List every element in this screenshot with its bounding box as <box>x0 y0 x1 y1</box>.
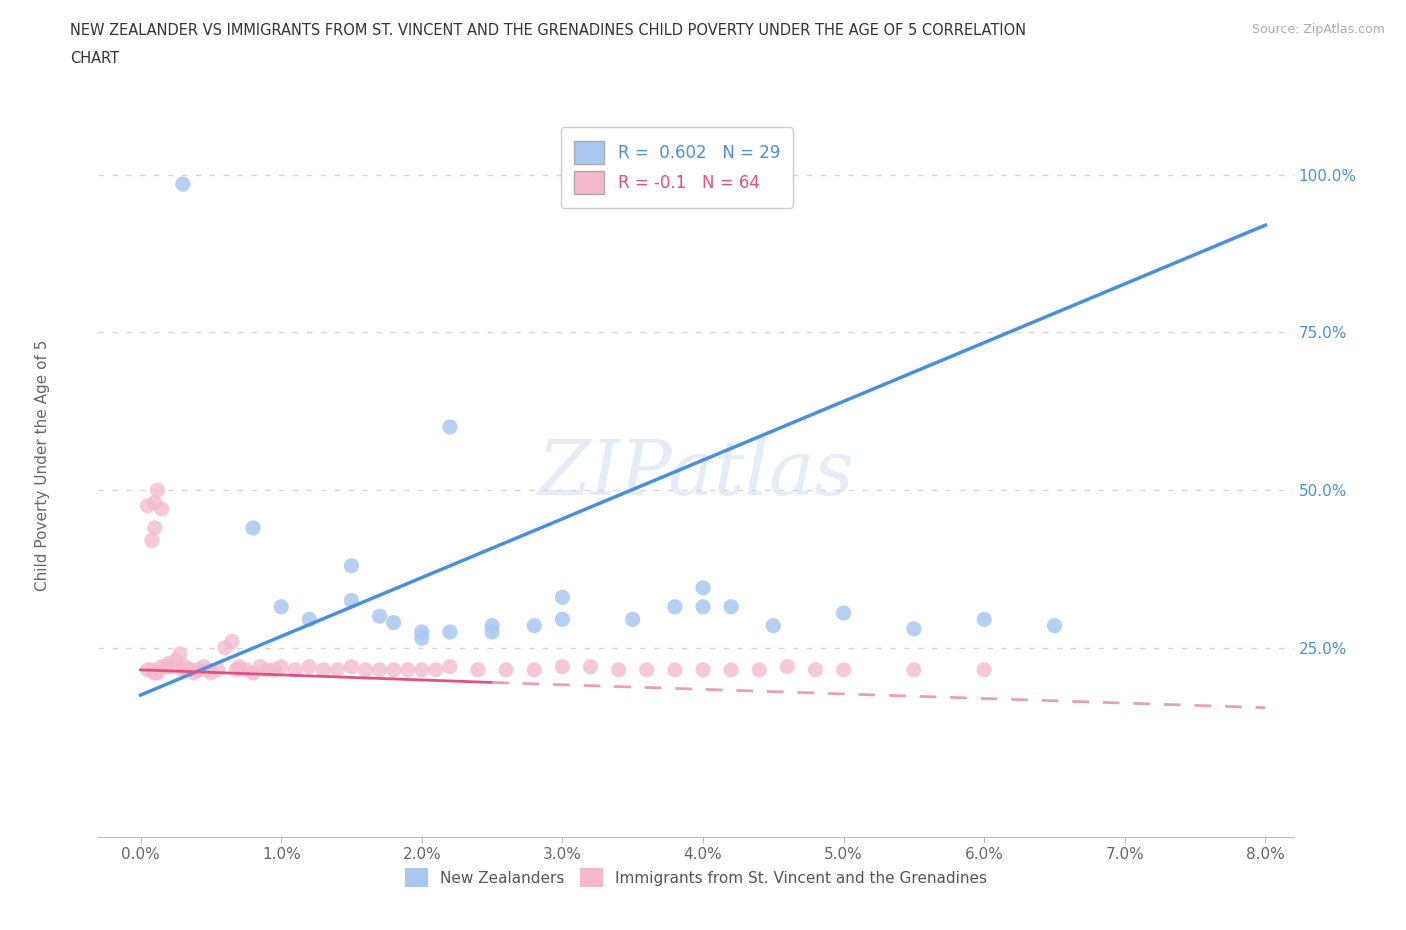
Text: ZIPatlas: ZIPatlas <box>537 437 855 512</box>
Point <box>720 599 742 614</box>
Point <box>551 590 574 604</box>
Point <box>172 662 194 677</box>
Point <box>973 662 995 677</box>
Point <box>340 558 363 573</box>
Point <box>157 656 180 671</box>
Point <box>214 641 236 656</box>
Point <box>207 662 229 677</box>
Point <box>298 659 321 674</box>
Point <box>298 612 321 627</box>
Point <box>832 662 855 677</box>
Point <box>973 612 995 627</box>
Text: NEW ZEALANDER VS IMMIGRANTS FROM ST. VINCENT AND THE GRENADINES CHILD POVERTY UN: NEW ZEALANDER VS IMMIGRANTS FROM ST. VIN… <box>70 23 1026 38</box>
Text: CHART: CHART <box>70 51 120 66</box>
Point <box>579 659 602 674</box>
Point <box>136 498 159 513</box>
Point <box>776 659 799 674</box>
Point <box>150 659 173 674</box>
Point <box>188 662 211 677</box>
Point <box>368 609 391 624</box>
Point <box>235 662 257 677</box>
Point <box>270 659 292 674</box>
Point <box>179 662 201 677</box>
Point <box>228 659 250 674</box>
Point <box>396 662 419 677</box>
Point <box>1043 618 1066 633</box>
Point <box>903 621 925 636</box>
Point <box>249 659 271 674</box>
Point <box>146 666 169 681</box>
Point <box>172 177 194 192</box>
Point <box>270 599 292 614</box>
Point <box>160 659 183 674</box>
Point <box>664 662 686 677</box>
Point <box>242 666 264 681</box>
Point <box>150 501 173 516</box>
Point <box>165 653 187 668</box>
Point <box>368 662 391 677</box>
Text: Source: ZipAtlas.com: Source: ZipAtlas.com <box>1251 23 1385 36</box>
Point <box>143 521 166 536</box>
Point <box>340 593 363 608</box>
Point <box>692 580 714 595</box>
Point <box>411 662 433 677</box>
Point <box>467 662 489 677</box>
Point <box>551 659 574 674</box>
Point <box>607 662 630 677</box>
Point <box>263 662 285 677</box>
Point <box>720 662 742 677</box>
Point <box>326 662 349 677</box>
Point <box>523 662 546 677</box>
Point <box>169 646 191 661</box>
Point <box>354 662 377 677</box>
Point <box>439 659 461 674</box>
Point <box>312 662 335 677</box>
Point <box>221 634 243 649</box>
Point <box>136 662 159 677</box>
Point <box>551 612 574 627</box>
Point <box>425 662 447 677</box>
Point <box>804 662 827 677</box>
Point <box>692 599 714 614</box>
Point <box>411 631 433 645</box>
Point <box>621 612 644 627</box>
Point <box>242 521 264 536</box>
Point <box>256 662 278 677</box>
Point <box>495 662 517 677</box>
Point <box>903 662 925 677</box>
Point <box>146 483 169 498</box>
Text: Child Poverty Under the Age of 5: Child Poverty Under the Age of 5 <box>35 339 49 591</box>
Point <box>664 599 686 614</box>
Point <box>481 618 503 633</box>
Point <box>200 666 222 681</box>
Point <box>748 662 770 677</box>
Point <box>636 662 658 677</box>
Point <box>197 662 219 677</box>
Point <box>225 662 247 677</box>
Point <box>193 659 215 674</box>
Point <box>832 605 855 620</box>
Point <box>186 662 208 677</box>
Point <box>411 625 433 640</box>
Point <box>183 666 205 681</box>
Point <box>692 662 714 677</box>
Point <box>143 496 166 511</box>
Point <box>439 625 461 640</box>
Point <box>382 662 405 677</box>
Point <box>143 666 166 681</box>
Point <box>439 419 461 434</box>
Point <box>174 659 197 674</box>
Point <box>382 615 405 630</box>
Point <box>155 659 177 674</box>
Point <box>141 662 163 677</box>
Point <box>141 533 163 548</box>
Legend: New Zealanders, Immigrants from St. Vincent and the Grenadines: New Zealanders, Immigrants from St. Vinc… <box>398 861 994 895</box>
Point <box>284 662 307 677</box>
Point <box>523 618 546 633</box>
Point <box>340 659 363 674</box>
Point <box>481 625 503 640</box>
Point <box>762 618 785 633</box>
